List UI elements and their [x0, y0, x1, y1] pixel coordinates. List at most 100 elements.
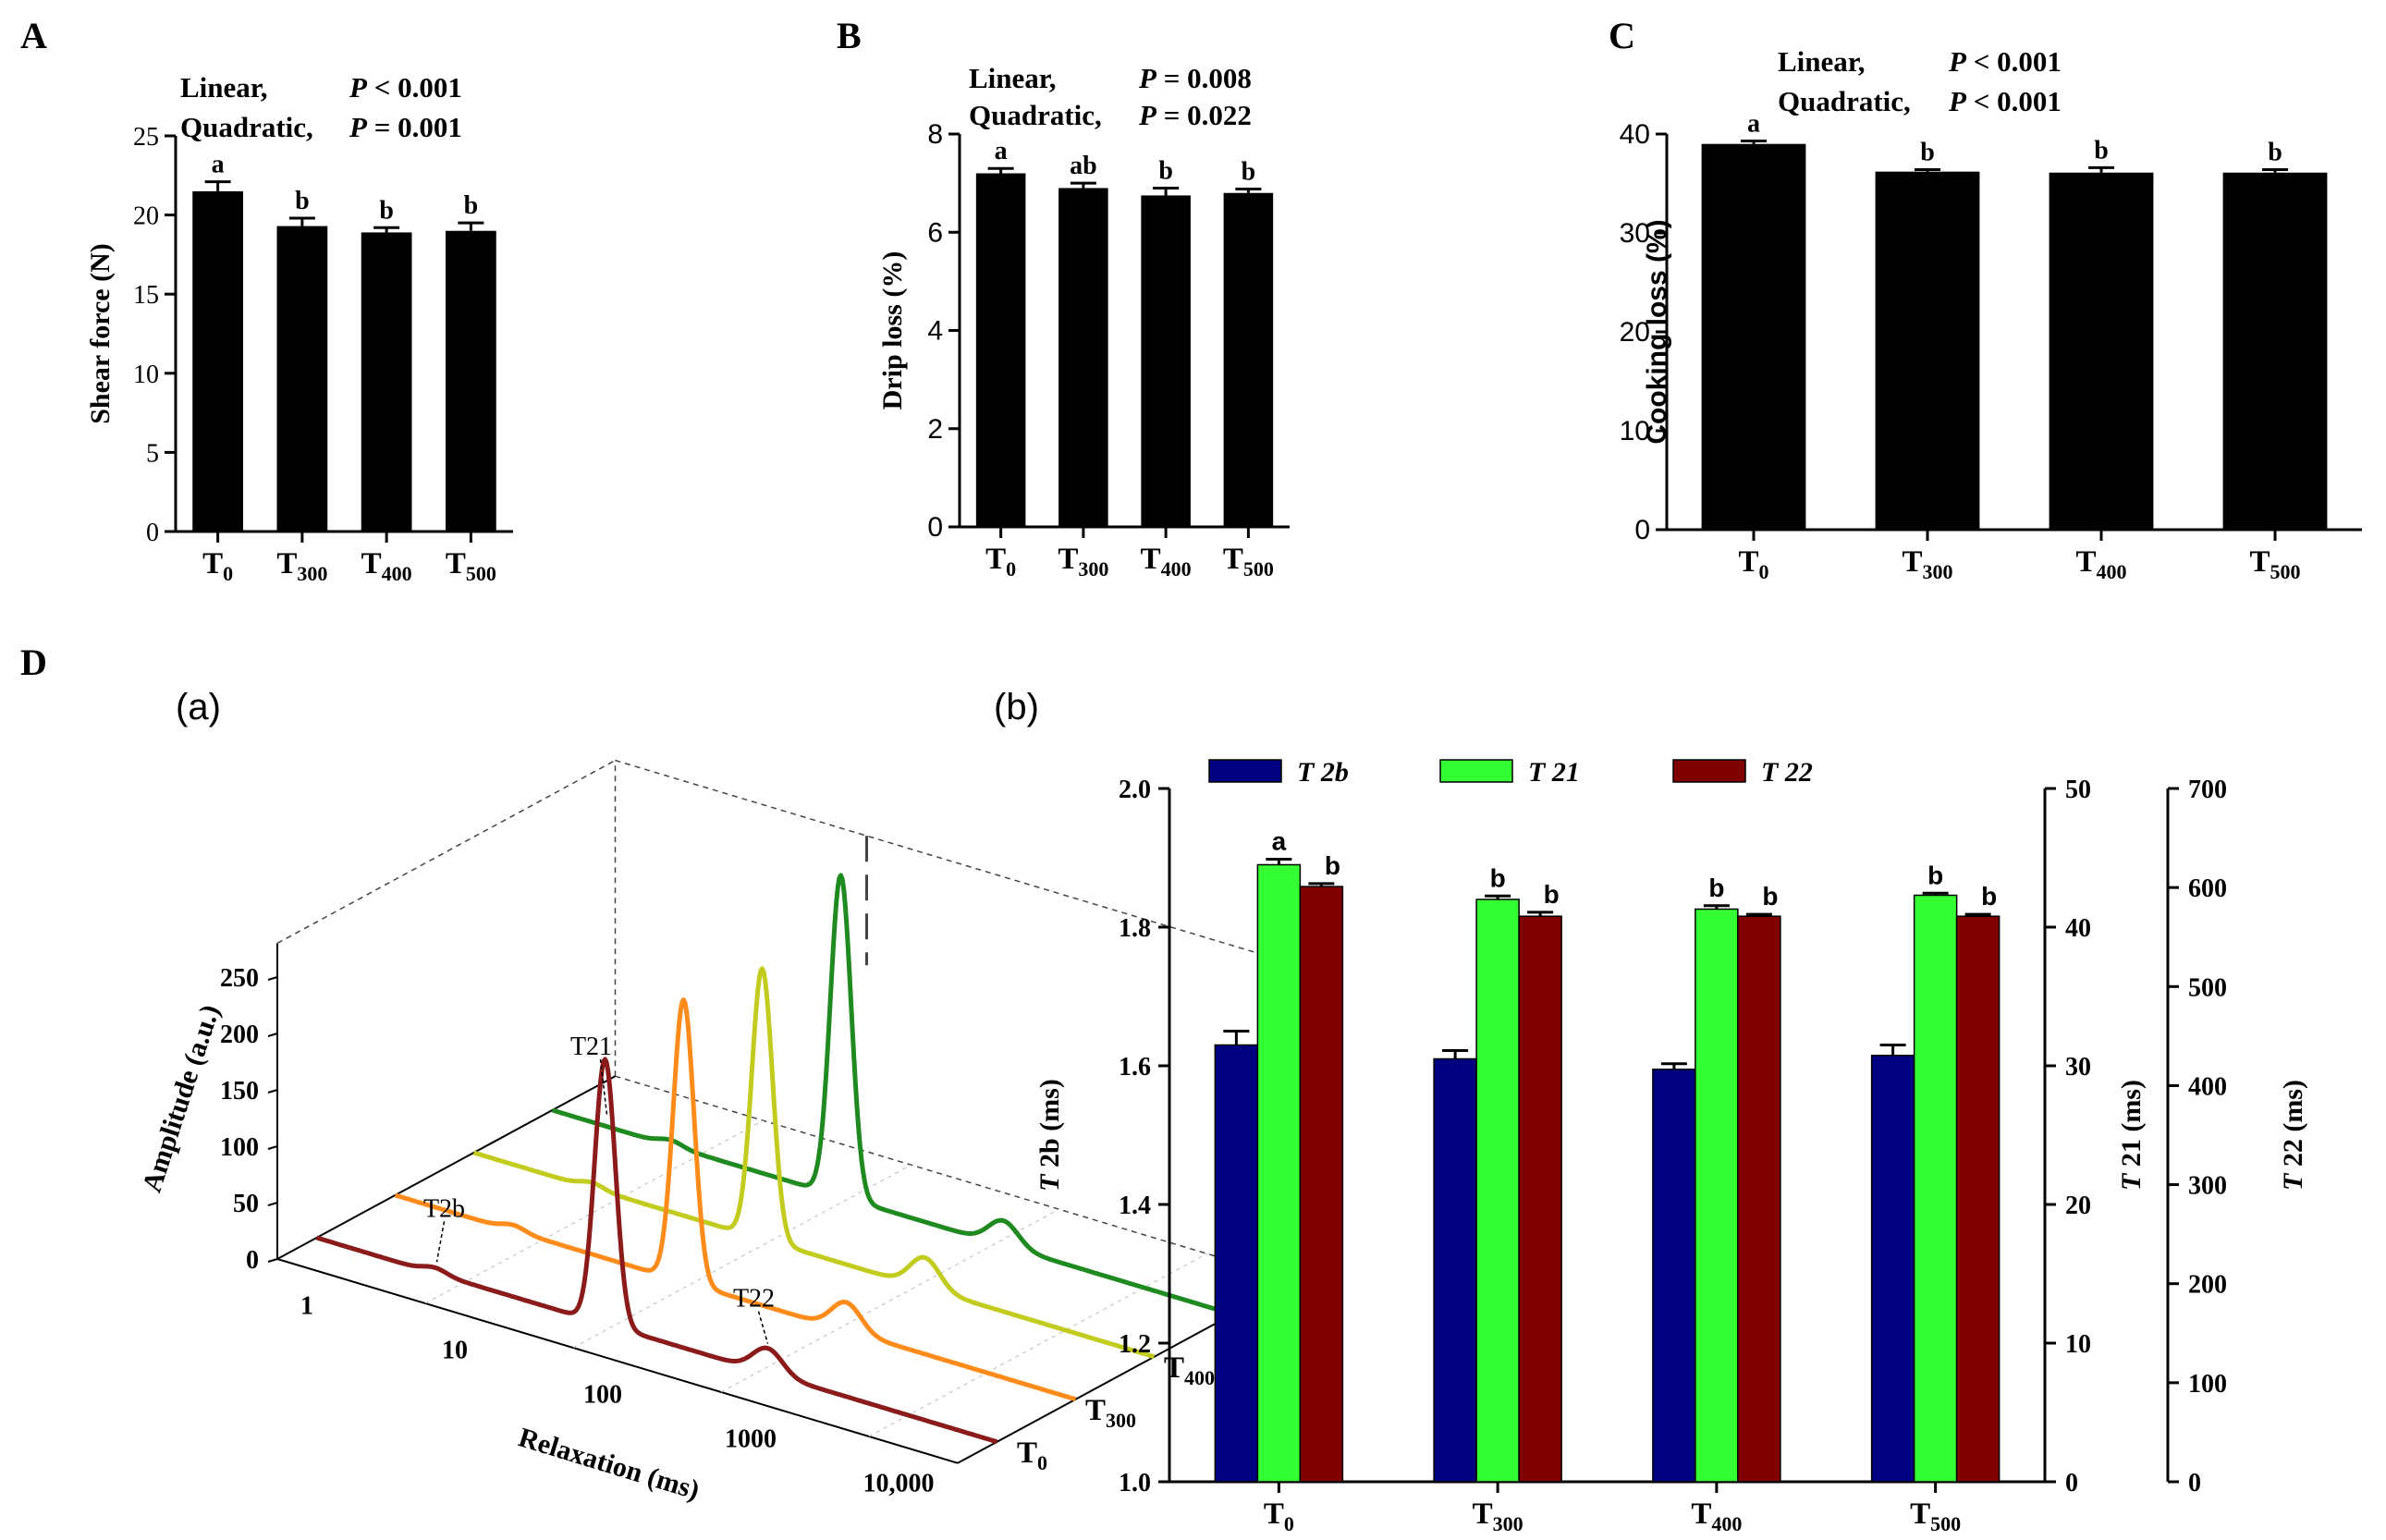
series-line-t500: [551, 873, 1234, 1317]
box-edge: [615, 759, 1296, 966]
x-tick-label: 10: [442, 1337, 468, 1365]
significance-letter: b: [1708, 874, 1724, 902]
series-label: T400: [1164, 1351, 1215, 1389]
bar-t22: [1955, 915, 2001, 1483]
panel-letter: B: [837, 15, 862, 56]
x-tick-label: T400: [2075, 545, 2126, 583]
y-tick-label: 0: [146, 519, 159, 547]
bar-t2b: [1433, 1057, 1477, 1483]
significance-letter: b: [1325, 851, 1340, 880]
subpanel-label: (a): [176, 687, 221, 727]
z-tick: [267, 1202, 278, 1206]
panel-c: C 0 10 20 30 40 Cooking loss (%) a T0 b T300 b T400 b…: [1609, 15, 2362, 583]
z-tick-label: 200: [220, 1021, 259, 1049]
bar-t2b: [1652, 1069, 1696, 1483]
z-tick-label: 250: [220, 964, 259, 993]
panel-a: A 0 5 10 15 20 25 Shear force (N) a T0 b T300 b T400 b…: [20, 15, 513, 585]
bar-t22: [1737, 915, 1781, 1483]
stat-label: Quadratic,: [180, 111, 313, 143]
floor-grid: [572, 1164, 912, 1349]
bar: [192, 190, 243, 532]
y-tick-label: 10: [133, 361, 159, 389]
x-tick-label: 1: [300, 1292, 313, 1321]
x-tick-label: T400: [1691, 1497, 1742, 1535]
panel-letter: D: [20, 642, 47, 683]
significance-letter: b: [1490, 863, 1506, 892]
bar-t21: [1256, 863, 1302, 1483]
bar-t22: [1518, 915, 1562, 1483]
panel-d-b: (b)1.01.21.41.61.82.00102030405001002003…: [994, 687, 2308, 1535]
bar-t22: [1299, 886, 1344, 1483]
bar-t21: [1695, 908, 1739, 1483]
panel-d-a: D (a) 0 50 100 150 200 250 Amplitude (a.u.) 1 10 10…: [20, 642, 1297, 1506]
significance-letter: b: [2268, 139, 2282, 167]
z-tick-label: 100: [220, 1133, 259, 1162]
x-tick-label: T0: [1738, 545, 1768, 583]
significance-letter: a: [212, 151, 225, 179]
y-axis-label-left: T 2b (ms): [1034, 1079, 1065, 1192]
series-line-t300: [394, 997, 1077, 1402]
y-tick-label: 20: [133, 202, 159, 231]
stat-p-value: P = 0.001: [349, 111, 462, 143]
x-tick-label: T300: [1473, 1497, 1523, 1535]
significance-letter: a: [1747, 109, 1760, 138]
floor-grid: [720, 1208, 1059, 1393]
y-tick-label-right2: 0: [2188, 1469, 2201, 1497]
legend-label: T 22: [1761, 757, 1813, 788]
legend-swatch: [1439, 759, 1513, 783]
z-tick: [267, 1033, 278, 1037]
x-tick-label: T0: [1264, 1497, 1294, 1535]
y-tick-label: 2.0: [1119, 776, 1151, 804]
bar: [1223, 192, 1274, 527]
panel-letter: A: [20, 15, 47, 56]
y-axis-label: Shear force (N): [85, 243, 116, 424]
stat-p-value: P < 0.001: [349, 71, 462, 104]
legend-swatch: [1208, 759, 1282, 783]
x-tick-label: T500: [1223, 543, 1274, 581]
y-tick-label-right2: 600: [2188, 874, 2227, 903]
legend-label: T 2b: [1297, 757, 1349, 788]
y-tick-label: 20: [1620, 317, 1650, 348]
y-tick-label-right2: 300: [2188, 1172, 2227, 1201]
x-tick-label: T300: [1058, 543, 1108, 581]
significance-letter: b: [1981, 882, 1997, 911]
y-tick-label: 1.0: [1119, 1469, 1151, 1497]
y-tick-label-right1: 40: [2065, 914, 2091, 943]
bar: [1875, 171, 1980, 530]
y-tick-label: 1.2: [1119, 1330, 1151, 1359]
x-tick-label: T0: [985, 543, 1016, 581]
y-tick-label: 1.6: [1119, 1053, 1151, 1082]
stat-label: Quadratic,: [969, 99, 1102, 131]
significance-letter: b: [1927, 861, 1943, 889]
significance-letter: b: [1920, 139, 1935, 167]
series-label: T0: [1017, 1436, 1047, 1474]
significance-letter: b: [379, 196, 394, 225]
y-tick-label: 0: [1634, 515, 1650, 545]
z-tick: [267, 1089, 278, 1094]
stat-label: Quadratic,: [1778, 85, 1911, 117]
bar-t21: [1475, 898, 1520, 1483]
stat-p-value: P = 0.022: [1138, 99, 1252, 131]
y-tick-label-right2: 400: [2188, 1072, 2227, 1101]
annotation-leader: [757, 1311, 769, 1344]
bar: [446, 230, 496, 532]
bar: [361, 232, 412, 532]
bar: [975, 173, 1026, 527]
annotation-t21: T21: [570, 1033, 612, 1061]
z-tick-label: 0: [246, 1246, 259, 1275]
stat-label: Linear,: [1778, 45, 1865, 78]
stat-label: Linear,: [180, 71, 267, 104]
x-tick-label: 1000: [725, 1425, 777, 1454]
x-tick-label: T500: [446, 547, 496, 585]
significance-letter: b: [295, 187, 310, 215]
y-tick-label: 1.8: [1119, 914, 1151, 943]
significance-letter: b: [464, 191, 479, 220]
y-tick-label: 1.4: [1119, 1192, 1151, 1220]
bar: [1058, 188, 1108, 527]
y-tick-label-right2: 100: [2188, 1370, 2227, 1399]
y-axis-label: Drip loss (%): [877, 251, 908, 410]
depth-axis: [276, 1075, 616, 1260]
x-tick-label: 100: [583, 1381, 622, 1410]
series-line-t0: [315, 1057, 998, 1445]
